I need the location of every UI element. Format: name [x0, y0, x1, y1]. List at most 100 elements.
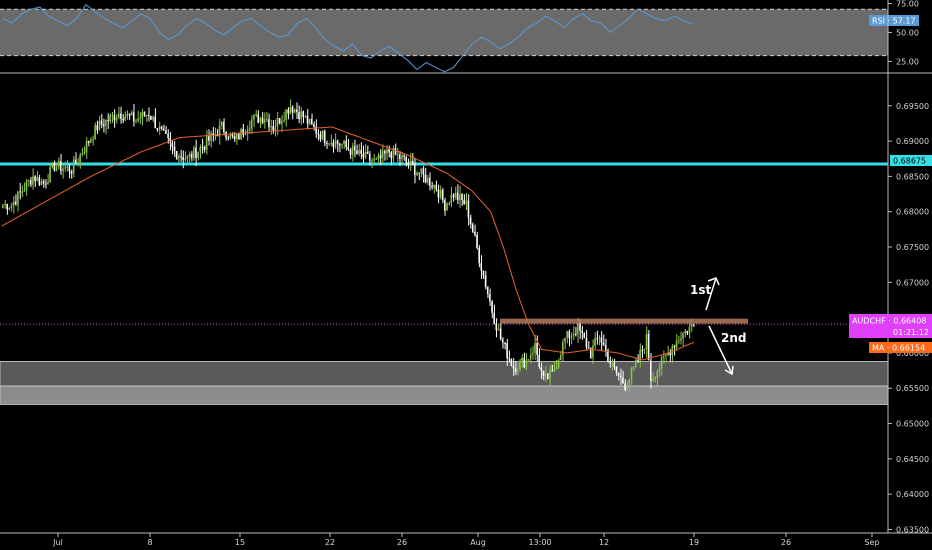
candle-body	[85, 141, 88, 153]
price-tag-symbol: AUDCHF · 0.66408	[852, 317, 926, 326]
candle-body	[555, 367, 558, 370]
price-tick-label: 0.65000	[896, 420, 929, 429]
candle-body	[583, 332, 586, 338]
candle-body	[139, 118, 141, 120]
candle-body	[238, 133, 240, 140]
candle-body	[143, 112, 146, 116]
candle-body	[311, 118, 313, 125]
candle-body	[229, 133, 231, 139]
candle-body	[75, 159, 77, 163]
candle-body	[388, 149, 390, 153]
candle-body	[220, 121, 223, 126]
candle-body	[589, 347, 592, 358]
second-scenario-label: 2nd	[721, 331, 746, 345]
candle-body	[113, 115, 116, 121]
candle-body	[669, 352, 671, 356]
candle-body	[491, 301, 493, 313]
candle-body	[478, 247, 480, 263]
candle-body	[414, 164, 416, 176]
rsi-pane[interactable]: 75.00 50.00 25.00 RSI · 57.17	[0, 0, 919, 73]
candle-body	[240, 128, 242, 140]
rsi-tag-bg	[869, 15, 919, 26]
candle-body	[585, 337, 588, 348]
candle-body	[208, 136, 210, 141]
resistance-tag: 0.68675	[890, 155, 932, 166]
candle-body	[617, 372, 620, 376]
rsi-line	[2, 3, 694, 73]
candle-body	[465, 200, 468, 205]
candle-body	[158, 126, 161, 130]
candle-body	[386, 149, 388, 154]
price-tick-label: 0.67500	[896, 243, 929, 252]
candle-body	[574, 334, 577, 336]
second-scenario-arrow[interactable]	[708, 325, 734, 376]
candle-body	[396, 154, 399, 156]
candle-body	[302, 111, 304, 117]
candle-body	[450, 194, 452, 204]
price-tick-label: 0.69500	[896, 102, 929, 111]
candle-body	[21, 191, 23, 193]
candle-body	[609, 361, 611, 364]
candle-body	[667, 352, 669, 356]
candle-body	[643, 349, 646, 351]
support-zones[interactable]	[0, 361, 889, 405]
candle-body	[321, 130, 324, 140]
candle-body	[527, 359, 530, 361]
candle-body	[227, 137, 229, 139]
candle-body	[328, 143, 330, 145]
main-pane[interactable]: 1st 2nd	[0, 99, 889, 405]
candle-body	[186, 156, 189, 159]
candle-body	[225, 132, 227, 138]
candle-body	[55, 166, 58, 171]
candle-body	[544, 373, 547, 377]
candle-body	[486, 287, 489, 295]
candle-body	[637, 359, 639, 361]
candle-body	[188, 153, 191, 157]
candle-body	[600, 337, 603, 343]
candle-body	[504, 342, 506, 344]
candle-body	[313, 124, 315, 127]
rsi-tag: RSI · 57.17	[869, 15, 919, 26]
candle-body	[132, 112, 135, 122]
candle-body	[255, 114, 257, 116]
candle-body	[173, 146, 176, 151]
neckline-level[interactable]	[500, 318, 748, 324]
first-scenario-arrow[interactable]	[705, 277, 720, 311]
candle-body	[542, 370, 545, 377]
candle-body	[647, 333, 650, 361]
candle-body	[137, 118, 139, 121]
candle-body	[493, 312, 495, 324]
time-tick-label: 26	[781, 538, 791, 547]
candle-body	[92, 139, 94, 141]
candle-body	[280, 120, 283, 124]
time-tick-label: 22	[325, 538, 335, 547]
candle-body	[349, 149, 352, 155]
candle-body	[270, 126, 272, 128]
candle-body	[353, 146, 356, 151]
candle-body	[416, 172, 418, 176]
candle-body	[343, 140, 345, 145]
candle-body	[29, 180, 32, 185]
candle-body	[673, 346, 676, 348]
candle-body	[36, 177, 38, 182]
candle-body	[308, 118, 311, 124]
candle-body	[257, 114, 259, 123]
candle-body	[66, 166, 68, 168]
candle-body	[115, 117, 118, 121]
price-tick-label: 0.68500	[896, 172, 929, 181]
ma-tag: MA · 0.66154	[869, 342, 932, 353]
candle-body	[223, 121, 225, 133]
candle-body	[182, 157, 184, 161]
time-axis[interactable]: Jul 8 15 22 26 Aug 13:00 12 19 26 Sep	[52, 533, 880, 547]
candle-body	[259, 117, 262, 123]
candle-body	[611, 362, 613, 364]
ma-tag-bg	[869, 342, 932, 353]
candle-body	[79, 154, 81, 163]
candle-body	[319, 134, 322, 140]
candle-body	[452, 194, 455, 198]
price-tag-countdown: 01:21:12	[893, 328, 929, 337]
candle-body	[426, 177, 429, 183]
candle-body	[64, 167, 66, 169]
